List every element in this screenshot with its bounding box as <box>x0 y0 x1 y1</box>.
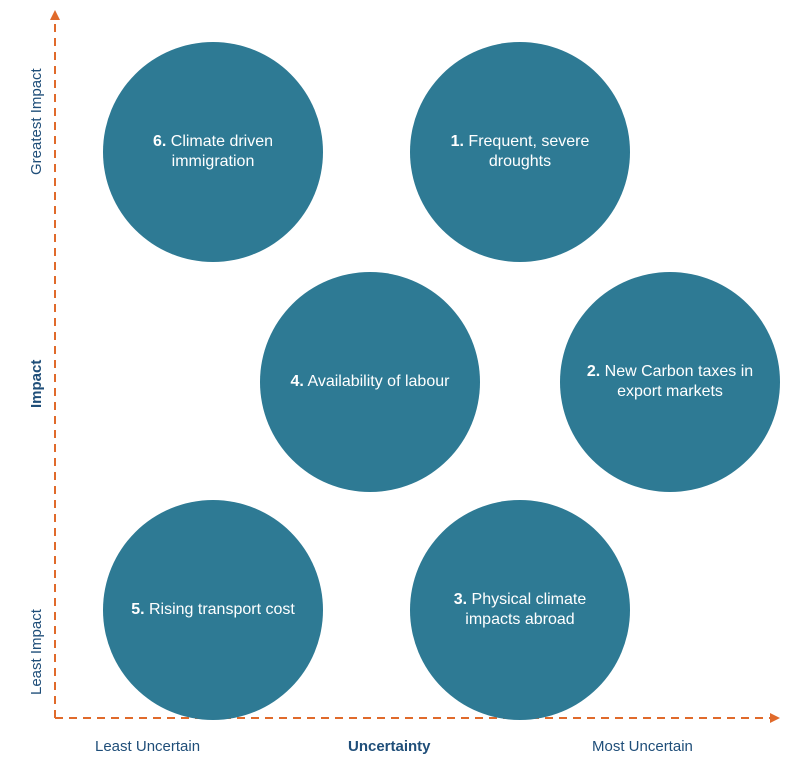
bubble-number: 6. <box>153 133 166 150</box>
bubble-number: 1. <box>451 133 464 150</box>
bubble-label: 3. Physical climate impacts abroad <box>430 590 610 630</box>
bubble-caption: Frequent, severe droughts <box>464 133 589 170</box>
bubble-caption: Climate driven immigration <box>166 133 273 170</box>
bubble-label: 5. Rising transport cost <box>131 600 295 620</box>
bubble-number: 3. <box>454 591 467 608</box>
bubble-caption: Rising transport cost <box>145 601 295 618</box>
bubble-5: 5. Rising transport cost <box>103 500 323 720</box>
bubble-label: 4. Availability of labour <box>291 372 450 392</box>
x-axis-label-left: Least Uncertain <box>95 738 200 755</box>
bubble-3: 3. Physical climate impacts abroad <box>410 500 630 720</box>
x-axis-label-right: Most Uncertain <box>592 738 693 755</box>
x-axis-title: Uncertainty <box>348 738 431 755</box>
bubble-caption: New Carbon taxes in export markets <box>600 363 753 400</box>
bubble-number: 5. <box>131 601 144 618</box>
y-axis-label-top: Greatest Impact <box>28 68 45 175</box>
bubble-caption: Physical climate impacts abroad <box>465 591 586 628</box>
bubble-6: 6. Climate driven immigration <box>103 42 323 262</box>
bubble-label: 6. Climate driven immigration <box>123 132 303 172</box>
bubble-2: 2. New Carbon taxes in export markets <box>560 272 780 492</box>
bubble-label: 1. Frequent, severe droughts <box>430 132 610 172</box>
y-axis-title: Impact <box>28 360 45 408</box>
bubble-number: 2. <box>587 363 600 380</box>
bubble-4: 4. Availability of labour <box>260 272 480 492</box>
y-axis-label-bottom: Least Impact <box>28 609 45 695</box>
bubble-label: 2. New Carbon taxes in export markets <box>580 362 760 402</box>
impact-uncertainty-diagram: Greatest Impact Impact Least Impact Leas… <box>0 0 795 770</box>
bubble-caption: Availability of labour <box>304 373 450 390</box>
bubble-1: 1. Frequent, severe droughts <box>410 42 630 262</box>
bubble-number: 4. <box>291 373 304 390</box>
